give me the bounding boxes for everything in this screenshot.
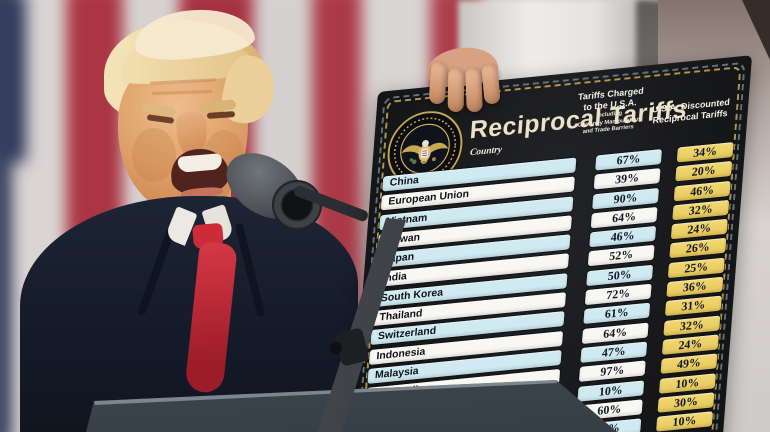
charged-tariff-cell: 47% [580, 341, 648, 363]
discounted-tariff-cell: 36% [666, 276, 724, 298]
finger [428, 61, 448, 105]
discounted-tariff-cell: 30% [657, 392, 715, 413]
discounted-tariff-cell: 24% [670, 219, 728, 240]
charged-tariff-cell: 10% [577, 379, 645, 402]
finger [447, 67, 465, 113]
charged-tariff-cell: 52% [587, 245, 655, 267]
charged-tariff-cell: 64% [581, 322, 649, 344]
discounted-tariff-cell: 32% [663, 315, 721, 336]
charged-tariff-cell: 72% [584, 283, 652, 306]
charged-tariff-cell: 39% [593, 168, 661, 190]
charged-tariff-cell: 50% [586, 264, 654, 286]
charged-tariff-cell: 61% [583, 303, 651, 325]
discounted-tariff-cell: 46% [673, 180, 731, 201]
charged-tariff-cell: 90% [592, 187, 660, 210]
discounted-tariff-cell: 32% [672, 199, 730, 221]
discounted-tariff-cell: 10% [659, 372, 716, 394]
finger [481, 63, 501, 105]
clamp-knob [330, 342, 342, 354]
finger [465, 67, 483, 113]
charged-tariff-cell: 97% [578, 360, 646, 383]
discounted-tariff-cell: 31% [664, 295, 722, 317]
presidential-seal-icon [387, 111, 463, 187]
flag-canton [0, 0, 26, 162]
charged-tariff-cell: 46% [589, 226, 657, 248]
discounted-tariff-cell: 20% [675, 161, 733, 182]
discounted-tariff-cell: 49% [660, 353, 718, 375]
discounted-tariff-cell: 25% [667, 257, 725, 278]
charged-tariff-cell: 64% [590, 206, 658, 229]
reciprocal-tariffs-board: Reciprocal Tariffs Country Tariffs Charg… [344, 55, 753, 432]
discounted-tariff-cell: 24% [661, 334, 719, 355]
discounted-tariff-cell: 10% [656, 411, 713, 432]
discounted-tariff-cell: 26% [669, 238, 727, 259]
cheek-shading [132, 128, 176, 182]
